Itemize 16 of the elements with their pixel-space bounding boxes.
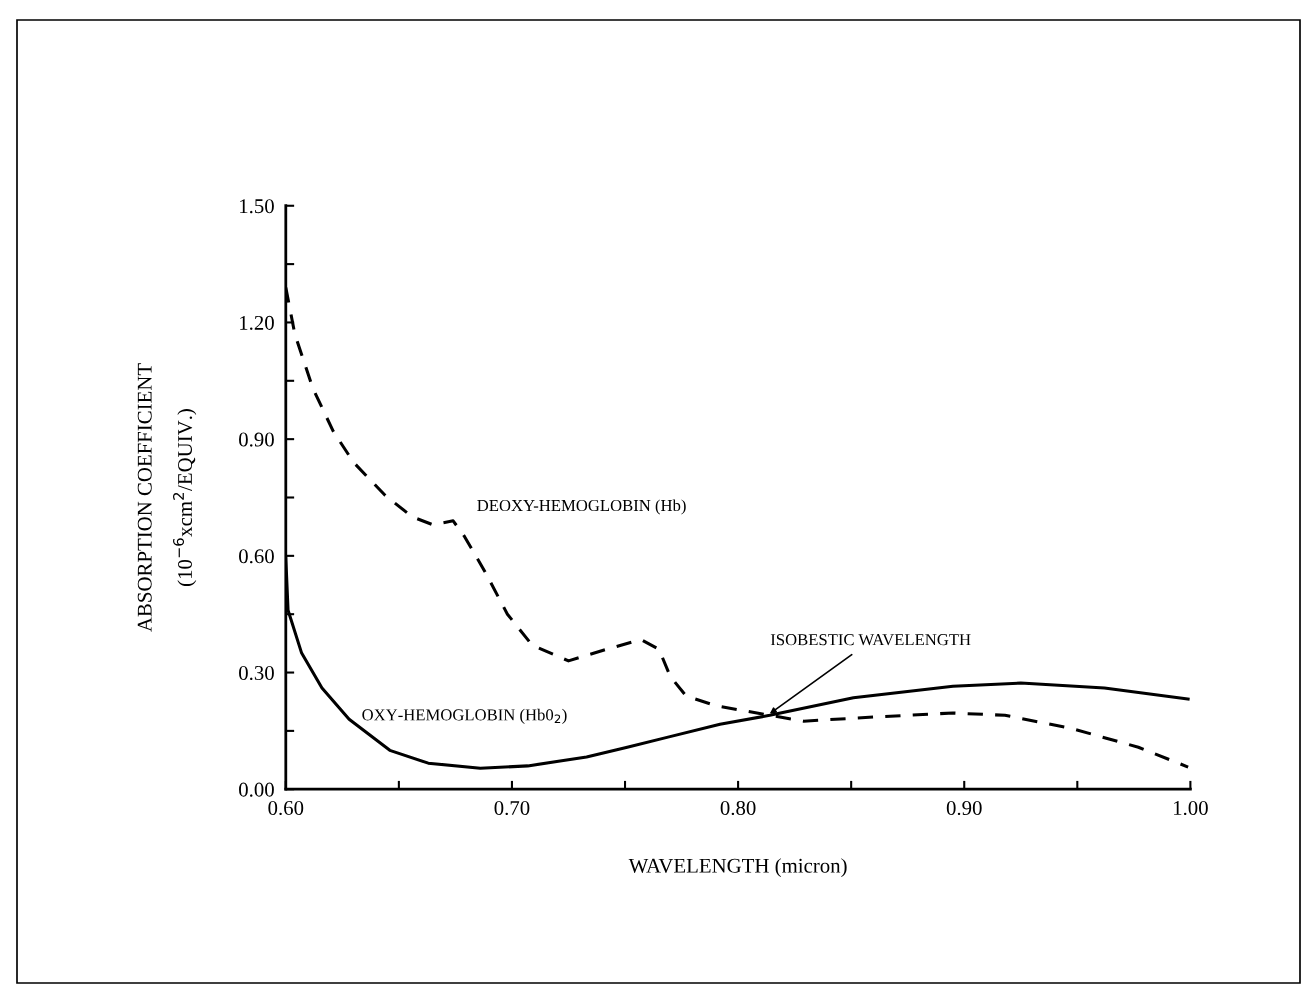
y-tick-label: 0.30 [239,665,274,681]
y-tick-label: 0.90 [239,432,274,447]
x-tick-label: 0.60 [268,800,304,816]
x-tick-label: 0.90 [946,800,982,816]
y-tick-label: 1.20 [240,315,274,330]
x-tick-label: 1.00 [1173,800,1208,816]
y-tick-label: 1.50 [240,199,274,214]
series-label: DEOXY-HEMOGLOBIN (Hb) [477,499,686,515]
x-tick-label: 0.70 [494,800,530,816]
text: ABSORPTION COEFFICIENT (10$^{−6}$xcm$^{2}$/EQUIV.) [137,363,197,632]
x-tick-label: 0.80 [720,800,756,816]
annotation: ISOBESTIC WAVELENGTH [770,634,971,646]
x-axis-title: WAVELENGTH (micron) [628,858,847,878]
series-label: OXY-HEMOGLOBIN (Hb0$_{2}$) [362,708,567,724]
y-tick-label: 0.60 [239,549,274,564]
y-tick-label: 0.00 [239,782,274,797]
